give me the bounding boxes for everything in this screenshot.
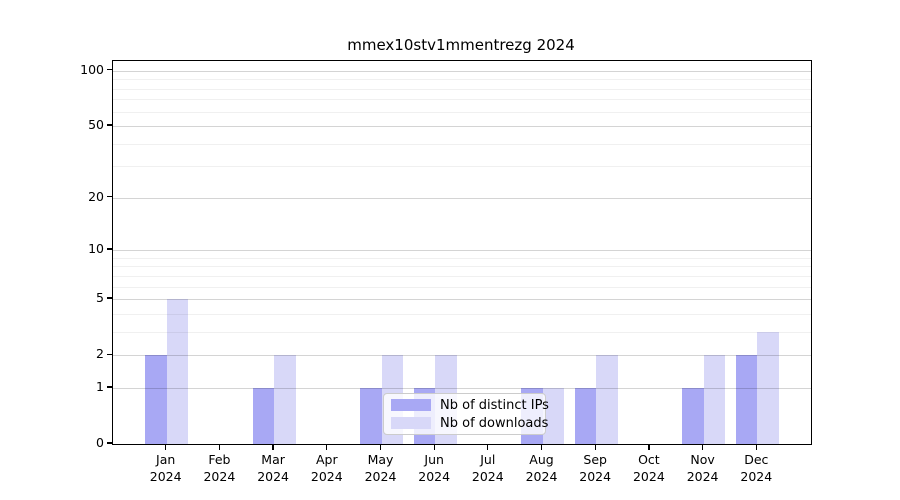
gridline-minor-40 xyxy=(113,143,811,145)
legend-label-downloads: Nb of downloads xyxy=(440,415,549,431)
bar-downloads-aug xyxy=(542,387,564,444)
gridline-minor-70 xyxy=(113,99,811,101)
bar-distinct-ips-mar xyxy=(252,387,275,444)
y-tick-label-0: 0 xyxy=(96,435,104,450)
x-tick-mark-aug xyxy=(540,444,543,450)
y-tick-mark-20 xyxy=(106,196,112,198)
legend-row-distinct-ips: Nb of distinct IPs xyxy=(391,399,549,412)
y-tick-label-20: 20 xyxy=(88,188,104,204)
y-tick-label-5: 5 xyxy=(96,290,104,306)
x-tick-label-feb: Feb 2024 xyxy=(203,452,236,484)
bar-distinct-ips-dec xyxy=(735,355,758,444)
x-tick-label-jan: Jan 2024 xyxy=(149,452,182,484)
gridline-minor-9 xyxy=(113,257,811,259)
y-tick-label-50: 50 xyxy=(88,117,104,132)
x-tick-label-nov: Nov 2024 xyxy=(686,452,719,484)
gridline-5 xyxy=(113,299,811,301)
gridline-minor-90 xyxy=(113,79,811,81)
gridline-2 xyxy=(113,355,811,357)
plot-area xyxy=(112,60,812,445)
gridline-minor-30 xyxy=(113,166,811,168)
x-tick-mark-mar xyxy=(272,444,274,450)
y-tick-label-1: 1 xyxy=(96,378,104,394)
gridline-minor-80 xyxy=(113,88,811,90)
x-tick-mark-sep xyxy=(594,444,596,450)
legend-swatch-downloads xyxy=(391,417,431,429)
x-tick-mark-apr xyxy=(326,444,328,450)
bar-downloads-mar xyxy=(274,355,296,444)
y-tick-mark-1 xyxy=(106,386,112,388)
x-tick-mark-oct xyxy=(648,444,650,450)
y-tick-label-10: 10 xyxy=(88,241,104,257)
x-tick-mark-dec xyxy=(755,444,757,450)
x-tick-label-jul: Jul 2024 xyxy=(471,452,504,484)
legend-label-distinct-ips: Nb of distinct IPs xyxy=(440,397,549,413)
gridline-minor-4 xyxy=(113,313,811,315)
x-tick-label-aug: Aug 2024 xyxy=(525,452,558,484)
chart-title: mmex10stv1mmentrezg 2024 xyxy=(347,36,575,54)
x-tick-mark-nov xyxy=(701,444,704,450)
bar-distinct-ips-may xyxy=(360,387,382,444)
x-tick-label-apr: Apr 2024 xyxy=(310,452,343,484)
gridline-100 xyxy=(113,70,811,72)
bar-distinct-ips-sep xyxy=(574,387,597,444)
x-tick-mark-may xyxy=(379,444,382,450)
bar-downloads-nov xyxy=(703,355,726,444)
y-tick-mark-10 xyxy=(106,248,112,250)
legend-row-downloads: Nb of downloads xyxy=(391,415,549,431)
x-tick-label-dec: Dec 2024 xyxy=(740,452,773,484)
gridline-1 xyxy=(113,387,811,389)
legend: Nb of distinct IPs Nb of downloads xyxy=(383,393,549,435)
y-tick-mark-50 xyxy=(106,124,112,126)
y-tick-mark-5 xyxy=(106,297,112,299)
gridline-minor-8 xyxy=(113,266,811,268)
gridline-minor-7 xyxy=(113,275,811,277)
x-tick-label-sep: Sep 2024 xyxy=(579,452,612,484)
y-tick-mark-100 xyxy=(106,69,112,71)
x-tick-label-jun: Jun 2024 xyxy=(418,452,451,484)
x-tick-label-oct: Oct 2024 xyxy=(632,452,665,484)
gridline-minor-3 xyxy=(113,331,811,333)
gridline-10 xyxy=(113,250,811,252)
x-tick-label-mar: Mar 2024 xyxy=(257,452,289,484)
gridline-minor-6 xyxy=(113,286,811,288)
bar-distinct-ips-nov xyxy=(682,387,704,444)
x-tick-mark-jan xyxy=(165,444,167,450)
x-tick-mark-jun xyxy=(433,444,435,450)
legend-swatch-distinct-ips xyxy=(391,399,431,411)
gridline-minor-60 xyxy=(113,111,811,113)
x-tick-mark-feb xyxy=(218,444,221,450)
bar-downloads-dec xyxy=(757,331,779,444)
y-tick-label-100: 100 xyxy=(80,61,104,77)
y-tick-label-2: 2 xyxy=(96,346,104,362)
bar-downloads-jan xyxy=(166,299,189,444)
bar-distinct-ips-jan xyxy=(145,355,167,444)
x-tick-mark-jul xyxy=(487,444,489,450)
y-tick-mark-0 xyxy=(106,442,112,444)
x-tick-label-may: May 2024 xyxy=(364,452,397,484)
gridline-50 xyxy=(113,126,811,127)
bar-downloads-sep xyxy=(596,355,618,444)
gridline-20 xyxy=(113,197,811,199)
y-tick-mark-2 xyxy=(106,353,112,355)
